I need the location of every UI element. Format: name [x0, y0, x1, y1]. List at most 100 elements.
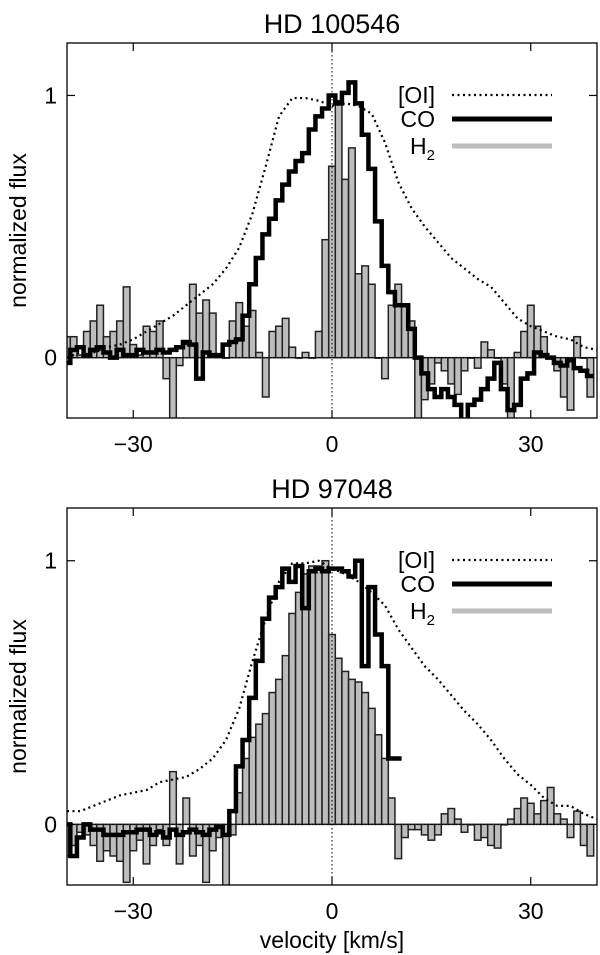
- h2-bar: [440, 813, 449, 826]
- legend-label-oi: [OI]: [398, 547, 435, 573]
- h2-bar: [268, 330, 277, 359]
- co-line: [67, 80, 594, 418]
- h2-bar: [559, 818, 568, 826]
- h2-bar: [288, 346, 297, 359]
- h2-bar: [460, 823, 469, 834]
- y-tick-label: 0: [44, 345, 57, 371]
- h2-bar: [473, 823, 482, 841]
- h2-bar: [433, 356, 443, 364]
- chart-title: HD 100546: [264, 9, 401, 39]
- h2-bar: [288, 612, 297, 826]
- h2-bar: [374, 733, 383, 826]
- legend-label-oi: [OI]: [398, 82, 435, 108]
- co-line: [67, 558, 402, 859]
- h2-bar: [586, 823, 595, 857]
- h2-bar: [314, 565, 323, 826]
- h2-bar: [400, 823, 409, 839]
- h2-bar: [427, 823, 436, 841]
- plot-area: [67, 43, 597, 418]
- legend-label-h2-base: H: [410, 598, 427, 624]
- h2-bar: [473, 356, 482, 369]
- h2-bar: [155, 823, 164, 831]
- h2-bar: [566, 356, 575, 411]
- h2-bar: [155, 320, 164, 359]
- y-axis-label: normalized flux: [5, 619, 31, 774]
- h2-bar: [268, 691, 277, 826]
- h2-bar: [281, 654, 290, 826]
- h2-bar: [453, 818, 462, 826]
- h2-bar: [380, 356, 390, 380]
- h2-bar: [361, 691, 370, 826]
- x-tick-label: 0: [326, 898, 339, 924]
- h2-bar: [460, 356, 469, 372]
- h2-bar: [447, 356, 456, 385]
- x-tick-label: 0: [326, 431, 339, 457]
- h2-bar: [301, 351, 310, 359]
- h2-bar: [122, 286, 131, 359]
- h2-bar: [579, 823, 588, 847]
- h2-bar: [162, 356, 171, 380]
- plot-area: [67, 508, 597, 885]
- h2-bar: [566, 823, 575, 839]
- legend-label-h2-sub: 2: [427, 612, 435, 629]
- h2-bar: [327, 165, 337, 359]
- h2-bar: [202, 299, 211, 359]
- h2-series: [67, 559, 595, 885]
- h2-bar: [520, 330, 529, 359]
- h2-bar: [255, 351, 264, 359]
- chart-panel-2: HD 97048 −30 0 30 0 1 normalized flux velocity …: [5, 474, 598, 953]
- h2-bar: [447, 807, 456, 826]
- y-axis-label: normalized flux: [5, 153, 31, 308]
- h2-bar: [361, 265, 370, 359]
- h2-bar: [380, 757, 390, 826]
- legend-label-h2: H2: [410, 598, 435, 629]
- h2-bar: [341, 178, 350, 359]
- h2-bar: [539, 799, 549, 826]
- h2-bar: [367, 283, 376, 359]
- h2-bar: [440, 356, 449, 372]
- h2-bar: [321, 559, 330, 826]
- h2-bar: [506, 818, 515, 826]
- h2-bar: [208, 312, 217, 359]
- h2-bar: [301, 573, 310, 826]
- legend-label-h2-sub: 2: [427, 147, 435, 164]
- h2-bar: [486, 823, 496, 847]
- x-tick-label: 30: [518, 431, 544, 457]
- h2-bar: [261, 356, 270, 398]
- h2-bar: [354, 273, 363, 359]
- h2-bar: [394, 823, 403, 860]
- h2-bar: [513, 351, 522, 359]
- h2-bar: [486, 349, 496, 359]
- h2-bar: [182, 797, 191, 826]
- h2-bar: [480, 341, 489, 359]
- h2-bar: [115, 823, 125, 863]
- h2-bar: [248, 736, 257, 826]
- h2-bar: [347, 678, 356, 826]
- h2-bar: [480, 823, 489, 839]
- h2-bar: [202, 823, 211, 884]
- h2-bar: [573, 810, 582, 826]
- legend-label-h2: H2: [410, 133, 435, 164]
- h2-bar: [433, 823, 443, 836]
- h2-bar: [453, 356, 462, 396]
- h2-bar: [520, 797, 529, 826]
- h2-bar: [281, 317, 290, 359]
- h2-bar: [387, 797, 396, 826]
- h2-bar: [546, 786, 555, 826]
- h2-bar: [493, 823, 502, 849]
- h2-bar: [341, 670, 350, 826]
- h2-bar: [261, 712, 270, 826]
- h2-bar: [407, 823, 416, 831]
- oi-line: [67, 96, 597, 359]
- x-tick-label: −30: [114, 898, 153, 924]
- y-tick-label: 0: [44, 811, 57, 837]
- legend-label-co: CO: [401, 571, 436, 597]
- h2-bar: [573, 335, 582, 359]
- x-axis-label: velocity [km/s]: [260, 927, 404, 953]
- y-tick-label: 1: [44, 548, 57, 574]
- h2-bar: [321, 238, 330, 359]
- x-tick-label: 30: [518, 898, 544, 924]
